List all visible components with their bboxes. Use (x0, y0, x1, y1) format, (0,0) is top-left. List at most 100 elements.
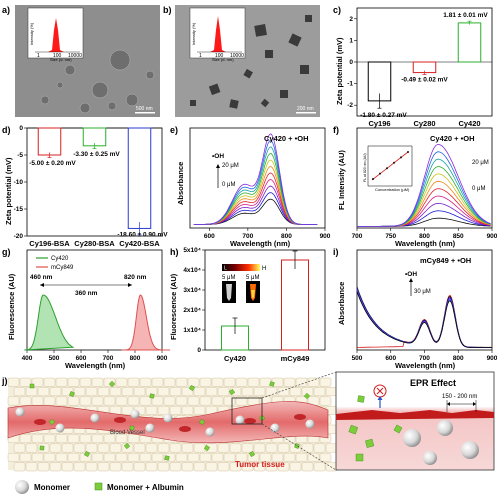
fluorescence-curve (357, 143, 491, 227)
category-label: Cy420 (458, 119, 480, 128)
tissue-cell (217, 443, 230, 453)
i-title: mCy849 + •OH (420, 256, 471, 265)
tissue-cell (319, 452, 332, 462)
g-shift: 360 nm (75, 290, 98, 297)
svg-text:1: 1 (199, 53, 202, 59)
tissue-cell (67, 434, 80, 444)
tissue-cell (169, 462, 182, 472)
tissue-cell (13, 462, 26, 472)
tissue-cell (121, 387, 134, 397)
x-tick-label: 800 (281, 233, 292, 240)
bar-Cy420-BSA (127, 127, 152, 229)
tissue-cell (37, 462, 50, 472)
tissue-cell (127, 377, 140, 387)
emission-mCy849 (121, 294, 171, 351)
x-tick-label: 500 (352, 355, 363, 362)
tissue-cell (31, 377, 44, 387)
value-label: -3.30 ± 0.25 mV (73, 151, 120, 158)
svg-text:10000: 10000 (68, 53, 82, 59)
panel-g-label: g) (2, 247, 11, 257)
albumin-cube (123, 442, 131, 450)
scalebar-a (135, 112, 155, 114)
tissue-cell (241, 387, 254, 397)
monomer-sphere (130, 409, 140, 419)
tissue-cell (241, 462, 254, 472)
x-tick-label: 600 (385, 355, 396, 362)
inset-xlabel-a: Size (d. nm) (50, 57, 72, 62)
albumin-cube (303, 392, 311, 400)
tissue-cell (115, 452, 128, 462)
category-label: Cy196 (368, 119, 390, 128)
tissue-cell (19, 452, 32, 462)
tissue-cell (169, 387, 182, 397)
y-tick-label: 2x10⁴ (183, 307, 201, 314)
albumin-cube (269, 381, 275, 387)
f-inset-ylabel: FL at 820 nm (AU) (363, 153, 367, 182)
e-ylabel: Absorbance (176, 162, 185, 205)
tissue-cell (211, 396, 224, 406)
absorbance-curve (356, 291, 492, 348)
tissue-cell (85, 387, 98, 397)
tissue-cell (193, 405, 206, 415)
tissue-cell (325, 387, 338, 397)
tissue-cell (313, 462, 326, 472)
category-label: Cy280-BSA (74, 239, 115, 248)
tissue-cell (133, 443, 146, 453)
absorbance-curve (193, 192, 318, 225)
f-inset-fit (371, 151, 409, 181)
tissue-cell (55, 377, 68, 387)
tissue-cell (199, 396, 212, 406)
e-title: Cy420 + •OH (264, 134, 309, 143)
f-hi: 20 μM (472, 160, 489, 166)
albumin-cube (198, 418, 206, 426)
tissue-cell (67, 377, 80, 387)
i-ylabel: Absorbance (337, 282, 346, 325)
f-lo: 0 μM (472, 186, 485, 192)
tissue-cell (175, 377, 188, 387)
j-legend-albumin: Monomer + Albumin (107, 483, 184, 492)
g-peak1: 460 nm (30, 274, 53, 281)
tissue-cell (235, 396, 248, 406)
g-xlabel: Wavelength (nm) (65, 361, 126, 370)
svg-text:100: 100 (53, 53, 62, 59)
tissue-cell (199, 452, 212, 462)
panel-g: g) 400 500 600 700 800 900 Cy420 mCy849 460 n… (2, 247, 171, 370)
tissue-cell (319, 396, 332, 406)
j-legend-monomer: Monomer (34, 483, 70, 492)
tissue-cell (97, 462, 110, 472)
tissue-cell (157, 462, 170, 472)
tissue-cell (235, 452, 248, 462)
absorbance-curve (193, 198, 318, 225)
d-ylabel: Zeta potential (mV) (4, 157, 13, 225)
tissue-cell (313, 387, 326, 397)
tissue-cell (19, 377, 32, 387)
x-tick-label: 600 (76, 355, 87, 362)
tissue-cell (169, 443, 182, 453)
value-label: -1.80 ± 0.27 mV (360, 112, 407, 119)
y-tick-label: 0 (197, 347, 201, 354)
j-epr-title: EPR Effect (410, 378, 456, 388)
tissue-cell (91, 434, 104, 444)
j-epr-cubes (348, 395, 403, 462)
albumin-cube (188, 384, 196, 392)
tissue-cell (43, 452, 56, 462)
inset-point (379, 172, 381, 175)
tissue-cell (115, 377, 128, 387)
g-legend-2: mCy849 (51, 265, 74, 271)
f-ylabel: FL Intensity (AU) (337, 150, 346, 210)
albumin-cube (39, 445, 45, 451)
value-label: 1.81 ± 0.01 mV (443, 12, 488, 19)
tissue-cell (115, 396, 128, 406)
x-tick-label: 600 (204, 233, 215, 240)
tissue-cell (247, 377, 260, 387)
y-tick-label: -15 (14, 206, 24, 213)
x-tick-label: 900 (487, 233, 497, 240)
albumin-cube (29, 383, 35, 389)
x-tick-label: 500 (49, 355, 60, 362)
emission-Cy420 (24, 294, 75, 351)
albumin-cube (84, 451, 90, 457)
tissue-cell (289, 462, 302, 472)
y-tick-label: 3x10⁴ (183, 287, 201, 294)
fluorescence-curve (357, 202, 491, 227)
